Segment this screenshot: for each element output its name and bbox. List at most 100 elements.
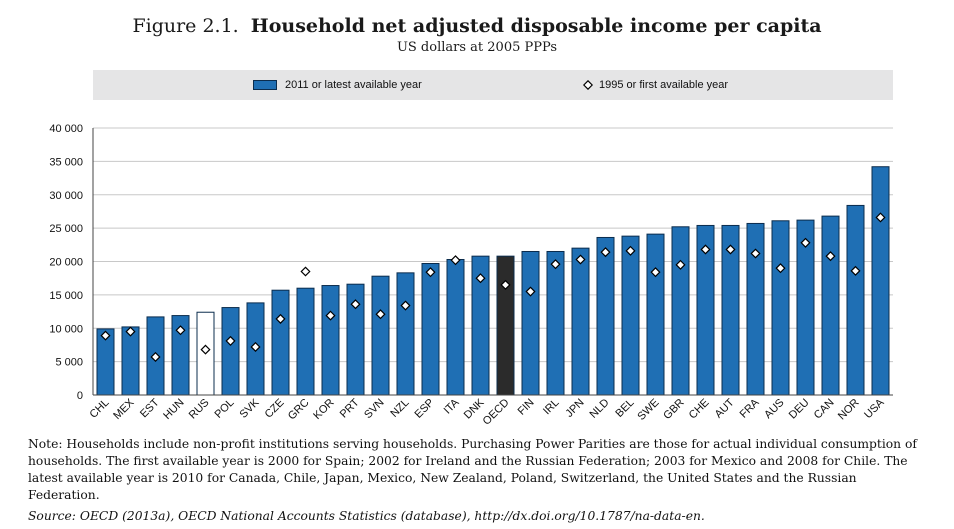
diamond-oecd bbox=[500, 279, 511, 290]
diamond-nor bbox=[850, 265, 861, 276]
bar-svn bbox=[371, 275, 390, 396]
bar-irl bbox=[546, 250, 565, 396]
x-tick-label: BEL bbox=[613, 397, 636, 420]
diamond-che bbox=[700, 244, 711, 255]
y-tick-label: 25 000 bbox=[49, 223, 83, 235]
x-tick-label: ITA bbox=[442, 396, 462, 416]
bar-gbr bbox=[671, 226, 690, 396]
bar-bel bbox=[621, 235, 640, 396]
x-tick-label: AUS bbox=[762, 397, 786, 421]
x-tick-label: EST bbox=[138, 396, 162, 420]
y-tick-label: 20 000 bbox=[49, 257, 83, 269]
diamond-gbr bbox=[675, 259, 686, 270]
source-prefix: Source: bbox=[28, 509, 76, 523]
figure-name: Household net adjusted disposable income… bbox=[250, 15, 822, 37]
diamond-prt bbox=[350, 299, 361, 310]
figure-label: Figure 2.1. bbox=[132, 15, 239, 37]
legend-diamond-label: 1995 or first available year bbox=[599, 79, 729, 91]
diamond-swe bbox=[650, 267, 661, 278]
x-tick-label: DEU bbox=[787, 397, 812, 422]
legend-bar-label: 2011 or latest available year bbox=[285, 79, 422, 91]
figure-subtitle: US dollars at 2005 PPPs bbox=[396, 40, 558, 55]
diamond-chl bbox=[100, 330, 111, 341]
bar-esp bbox=[421, 263, 440, 396]
x-tick-label: HUN bbox=[161, 397, 186, 422]
x-tick-label: RUS bbox=[187, 397, 212, 422]
diamond-nzl bbox=[400, 300, 411, 311]
diamond-jpn bbox=[575, 254, 586, 265]
bar-mex bbox=[121, 326, 140, 396]
diamond-can bbox=[825, 251, 836, 262]
y-tick-label: 35 000 bbox=[49, 156, 83, 168]
bar-cze bbox=[271, 289, 290, 396]
x-tick-label: FIN bbox=[516, 397, 537, 418]
x-tick-label: PRT bbox=[338, 396, 362, 420]
diamond-ita bbox=[450, 255, 461, 266]
bar-oecd bbox=[496, 255, 515, 396]
diamond-aut bbox=[725, 244, 736, 255]
x-tick-labels: CHL MEX EST HUN RUS POL SVK CZE GRC KOR PRT SVN NZL E… bbox=[88, 396, 888, 427]
bar-can bbox=[821, 215, 840, 396]
bar-jpn bbox=[571, 247, 590, 396]
x-tick-label: OECD bbox=[481, 397, 512, 428]
legend-item-diamonds: 1995 or first available year bbox=[583, 70, 728, 100]
x-tick-label: CHE bbox=[687, 397, 712, 422]
x-tick-label: NZL bbox=[388, 397, 411, 420]
diamond-svn bbox=[375, 309, 386, 320]
diamond-kor bbox=[325, 310, 336, 321]
diamond-deu bbox=[800, 237, 811, 248]
figure-title: Figure 2.1. Household net adjusted dispo… bbox=[0, 14, 954, 38]
y-tick-label: 10 000 bbox=[49, 323, 83, 335]
diamond-fin bbox=[525, 286, 536, 297]
x-tick-label: SVK bbox=[238, 396, 263, 421]
figure-note: Note: Households include non-profit inst… bbox=[28, 436, 928, 504]
bar-fin bbox=[521, 250, 540, 396]
bar-grc bbox=[296, 287, 315, 396]
figure-source: Source: OECD (2013a), OECD National Acco… bbox=[28, 508, 928, 525]
chart-legend: 2011 or latest available year 1995 or fi… bbox=[93, 70, 893, 100]
x-tick-label: FRA bbox=[738, 396, 763, 421]
diamond-irl bbox=[550, 259, 561, 270]
note-text: Note: Households include non-profit inst… bbox=[28, 437, 917, 502]
y-tick-label: 30 000 bbox=[49, 190, 83, 202]
diamond-bel bbox=[625, 245, 636, 256]
diamond-esp bbox=[425, 267, 436, 278]
x-tick-label: AUT bbox=[713, 396, 737, 420]
diamond-cze bbox=[275, 313, 286, 324]
bar-kor bbox=[321, 285, 340, 396]
source-text: OECD (2013a), OECD National Accounts Sta… bbox=[79, 509, 705, 523]
x-tick-label: CZE bbox=[263, 397, 287, 421]
x-tick-label: NOR bbox=[836, 397, 862, 423]
legend-bar-swatch bbox=[253, 80, 277, 90]
bar-swe bbox=[646, 233, 665, 396]
x-tick-label: KOR bbox=[311, 397, 336, 422]
diamond-nld bbox=[600, 247, 611, 258]
diamond-svk bbox=[250, 341, 261, 352]
bar-chart: 0 5 000 10 000 15 000 20 000 25 000 30 000 35 0… bbox=[49, 123, 893, 428]
diamond-usa bbox=[875, 212, 886, 223]
diamond-hun bbox=[175, 325, 186, 336]
diamond-aus bbox=[775, 263, 786, 274]
x-tick-label: CHL bbox=[88, 397, 112, 421]
legend-item-bars: 2011 or latest available year bbox=[253, 70, 422, 100]
y-tick-label: 15 000 bbox=[49, 290, 83, 302]
y-tick-label: 5 000 bbox=[55, 357, 83, 369]
diamond-pol bbox=[225, 335, 236, 346]
bar-series bbox=[96, 166, 890, 396]
bar-pol bbox=[221, 307, 240, 396]
diamond-series bbox=[100, 212, 886, 363]
bar-aus bbox=[771, 220, 790, 396]
bar-usa bbox=[871, 166, 890, 396]
bar-nor bbox=[846, 204, 865, 396]
x-tick-label: IRL bbox=[541, 397, 562, 418]
y-tick-label: 40 000 bbox=[49, 123, 83, 135]
x-tick-label: MEX bbox=[111, 396, 137, 422]
x-tick-label: POL bbox=[213, 397, 237, 421]
x-tick-label: CAN bbox=[812, 397, 837, 422]
x-tick-label: GRC bbox=[286, 397, 312, 423]
bar-nzl bbox=[396, 272, 415, 396]
x-tick-label: GBR bbox=[661, 397, 686, 422]
y-tick-label: 0 bbox=[77, 390, 83, 402]
x-tick-label: SVN bbox=[362, 397, 387, 422]
x-tick-label: SWE bbox=[635, 397, 661, 423]
